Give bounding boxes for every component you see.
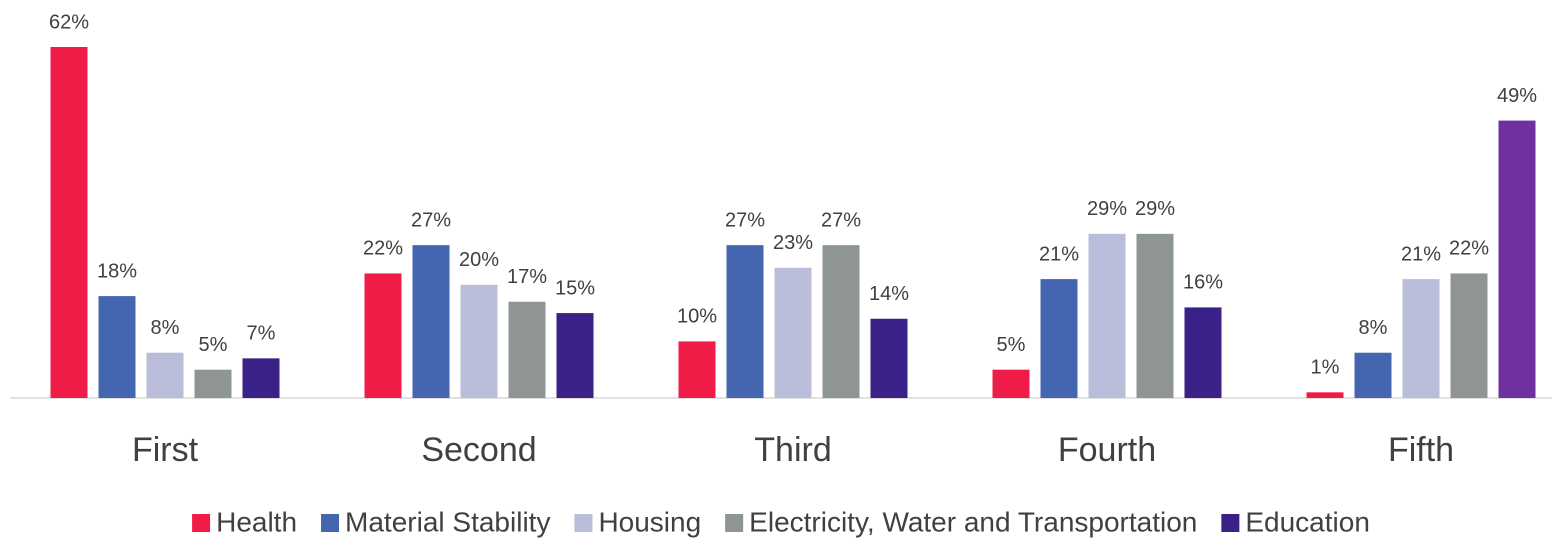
bar <box>98 296 136 398</box>
value-label: 62% <box>49 11 89 33</box>
value-label: 1% <box>1311 357 1340 379</box>
bar <box>870 318 908 398</box>
bar <box>460 284 498 398</box>
bar <box>242 358 280 398</box>
value-label: 27% <box>411 209 451 231</box>
value-label: 27% <box>821 209 861 231</box>
value-label: 29% <box>1087 198 1127 220</box>
legend-swatch <box>1221 514 1240 532</box>
value-label: 8% <box>151 317 180 339</box>
bar <box>1088 233 1126 398</box>
bar <box>50 47 88 398</box>
bar <box>1354 352 1392 398</box>
value-label: 23% <box>773 232 813 254</box>
bar <box>1498 120 1536 398</box>
value-label: 10% <box>677 306 717 328</box>
legend-swatch <box>725 514 744 532</box>
legend-label: Education <box>1245 506 1370 537</box>
bar <box>364 273 402 398</box>
legend-swatch <box>192 514 211 532</box>
bar <box>194 369 232 398</box>
value-label: 20% <box>459 249 499 271</box>
legend-swatch <box>574 514 593 532</box>
x-tick-label: Third <box>754 431 831 469</box>
value-label: 49% <box>1497 85 1537 107</box>
value-label: 8% <box>1359 317 1388 339</box>
x-tick-label: Fourth <box>1058 431 1156 469</box>
bar <box>1306 392 1344 398</box>
bar <box>1184 307 1222 398</box>
value-label: 14% <box>869 283 909 305</box>
legend-label: Material Stability <box>345 506 550 537</box>
value-label: 5% <box>199 334 228 356</box>
bar <box>1040 279 1078 398</box>
bar <box>508 301 546 398</box>
value-label: 21% <box>1401 243 1441 265</box>
bar <box>726 245 764 398</box>
value-label: 16% <box>1183 272 1223 294</box>
value-label: 22% <box>363 238 403 260</box>
bar <box>992 369 1030 398</box>
value-label: 5% <box>997 334 1026 356</box>
x-tick-label: First <box>132 431 199 469</box>
bar <box>1402 279 1440 398</box>
bar <box>1136 233 1174 398</box>
bar <box>822 245 860 398</box>
value-label: 15% <box>555 277 595 299</box>
value-label: 29% <box>1135 198 1175 220</box>
bar <box>412 245 450 398</box>
bar <box>556 313 594 398</box>
value-label: 22% <box>1449 238 1489 260</box>
bar <box>774 267 812 398</box>
bar <box>678 341 716 398</box>
value-label: 21% <box>1039 243 1079 265</box>
value-label: 17% <box>507 266 547 288</box>
x-tick-label: Second <box>421 431 536 469</box>
bar <box>146 352 184 398</box>
value-label: 18% <box>97 260 137 282</box>
x-tick-label: Fifth <box>1388 431 1454 469</box>
value-label: 7% <box>247 323 276 345</box>
legend-swatch <box>321 514 340 532</box>
bar <box>1450 273 1488 398</box>
legend-label: Electricity, Water and Transportation <box>749 506 1197 537</box>
legend-label: Health <box>216 506 297 537</box>
legend-label: Housing <box>598 506 701 537</box>
value-label: 27% <box>725 209 765 231</box>
